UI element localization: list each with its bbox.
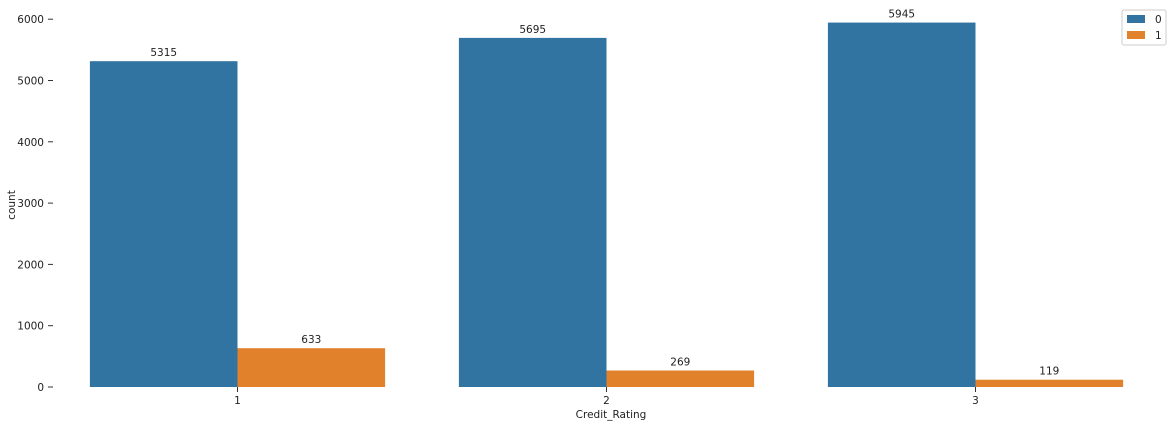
legend-swatch-series-0 bbox=[1127, 15, 1145, 23]
bar-series-1-category-2 bbox=[606, 370, 755, 387]
legend: 0 1 bbox=[1121, 9, 1167, 46]
bar-series-1-category-1 bbox=[237, 348, 386, 387]
x-tick-label: 1 bbox=[234, 395, 241, 407]
y-tick-label: 1000 bbox=[17, 321, 44, 333]
data-label-series-0-category-2: 5695 bbox=[519, 24, 546, 36]
data-labels-group: 5315 633 5695 269 5945 119 bbox=[150, 9, 1059, 378]
y-axis-title: count bbox=[6, 190, 18, 220]
x-axis-title: Credit_Rating bbox=[576, 409, 647, 421]
data-label-series-1-category-2: 269 bbox=[670, 357, 690, 369]
y-tick-label: 2000 bbox=[17, 259, 44, 271]
legend-label-series-1: 1 bbox=[1155, 30, 1162, 42]
y-tick-label: 4000 bbox=[17, 137, 44, 149]
legend-label-series-0: 0 bbox=[1155, 14, 1162, 26]
bar-series-0-category-2 bbox=[458, 37, 607, 387]
bars-group bbox=[89, 22, 1124, 388]
data-label-series-1-category-3: 119 bbox=[1039, 366, 1059, 378]
bar-series-0-category-1 bbox=[89, 61, 238, 387]
y-tick-label: 0 bbox=[37, 382, 44, 394]
x-axis: 1 2 3 bbox=[234, 387, 979, 407]
data-label-series-0-category-1: 5315 bbox=[150, 47, 177, 59]
y-axis: 0 1000 2000 3000 4000 5000 6000 bbox=[17, 14, 53, 394]
y-tick-label: 5000 bbox=[17, 75, 44, 87]
y-tick-label: 3000 bbox=[17, 198, 44, 210]
x-tick-label: 3 bbox=[972, 395, 979, 407]
y-tick-label: 6000 bbox=[17, 14, 44, 26]
bar-series-0-category-3 bbox=[827, 22, 976, 388]
x-tick-label: 2 bbox=[603, 395, 610, 407]
legend-swatch-series-1 bbox=[1127, 31, 1145, 39]
data-label-series-0-category-3: 5945 bbox=[888, 9, 915, 21]
data-label-series-1-category-1: 633 bbox=[301, 334, 321, 346]
bar-series-1-category-3 bbox=[975, 379, 1124, 387]
